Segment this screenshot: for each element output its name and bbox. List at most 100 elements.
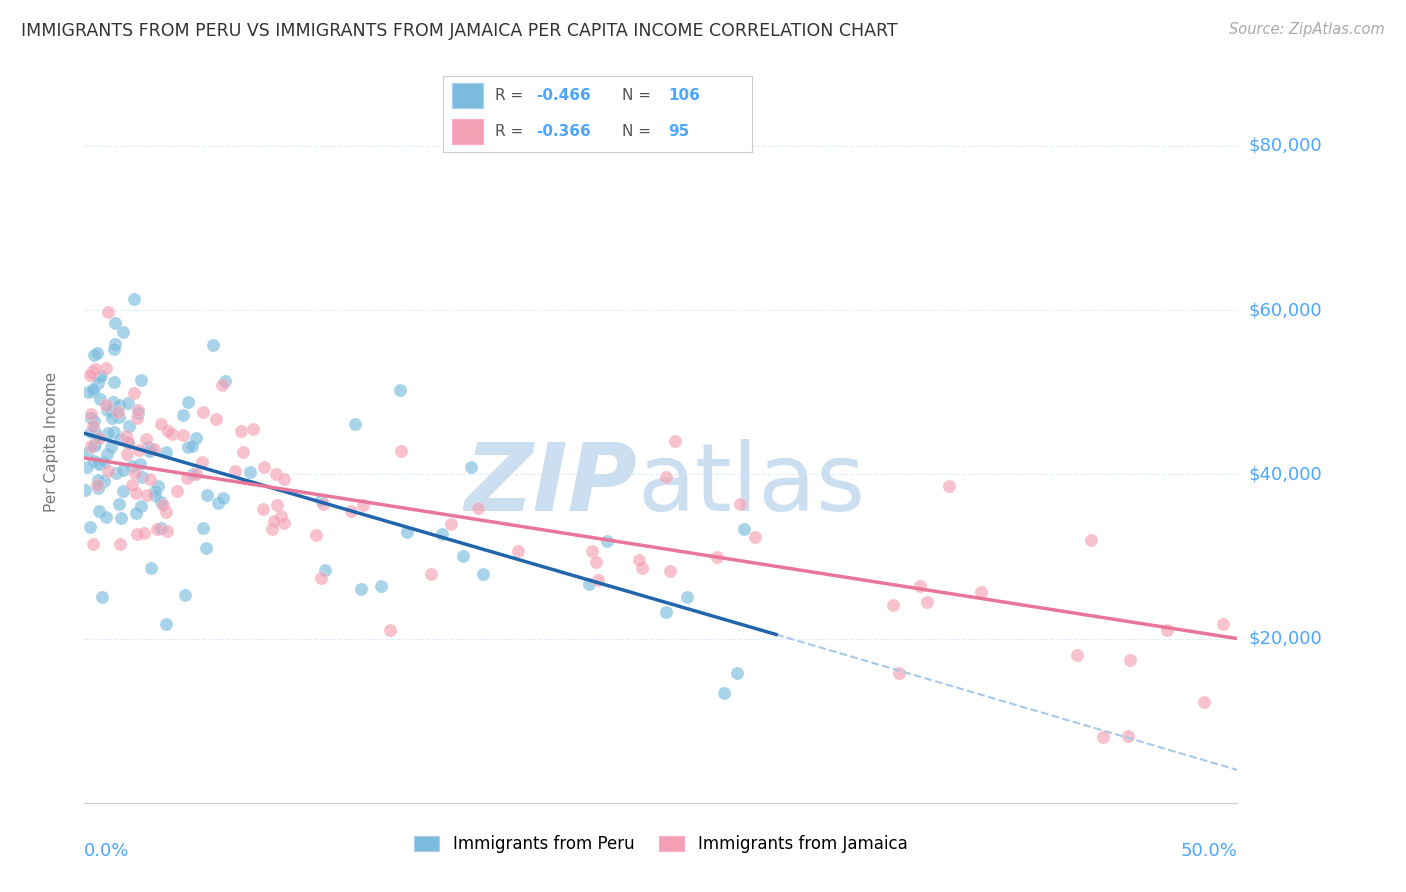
Point [262, 523, 284, 537]
Point [117, 435, 139, 450]
Point [578, 577, 600, 591]
Point [86, 428, 108, 442]
Text: 50.0%: 50.0% [1181, 842, 1237, 860]
Point [108, 398, 131, 412]
Point [596, 533, 619, 548]
Point [86, 376, 108, 391]
Point [152, 498, 174, 512]
Point [191, 521, 214, 535]
Point [101, 411, 124, 425]
Point [93, 474, 115, 488]
Point [270, 509, 292, 524]
Point [136, 441, 159, 455]
Point [108, 537, 131, 551]
Point [160, 426, 183, 441]
Point [156, 524, 179, 538]
Point [195, 541, 218, 556]
Point [80, 411, 103, 425]
Point [460, 460, 482, 475]
Text: atlas: atlas [638, 439, 866, 531]
Point [94, 509, 117, 524]
Point [1066, 648, 1088, 662]
Point [104, 337, 127, 351]
Point [79, 520, 101, 534]
Point [83, 348, 105, 362]
Point [146, 479, 169, 493]
Point [312, 497, 335, 511]
Point [89, 369, 111, 384]
Point [184, 467, 207, 481]
Point [97, 425, 120, 440]
Point [266, 499, 288, 513]
Point [581, 544, 603, 558]
Text: ZIP: ZIP [465, 439, 638, 531]
Point [432, 527, 454, 541]
Point [655, 605, 678, 619]
Point [100, 441, 122, 455]
Text: $20,000: $20,000 [1249, 630, 1322, 648]
Point [211, 377, 233, 392]
Point [1119, 653, 1142, 667]
Point [195, 487, 218, 501]
Point [655, 470, 678, 484]
Point [112, 325, 135, 339]
Point [205, 412, 228, 426]
Point [82, 418, 104, 433]
Point [273, 516, 295, 530]
FancyBboxPatch shape [453, 119, 484, 144]
Point [659, 564, 682, 578]
Point [121, 458, 143, 473]
Point [396, 525, 419, 540]
Point [631, 561, 654, 575]
Point [744, 530, 766, 544]
Point [173, 427, 195, 442]
Point [117, 435, 139, 450]
Point [107, 404, 129, 418]
Point [728, 496, 751, 510]
Point [706, 549, 728, 564]
Point [124, 466, 146, 480]
Point [114, 429, 136, 443]
Point [252, 460, 274, 475]
Point [471, 567, 494, 582]
Point [172, 408, 194, 422]
Point [108, 409, 131, 424]
Point [314, 563, 336, 577]
Point [86, 478, 108, 492]
Point [87, 481, 110, 495]
FancyBboxPatch shape [453, 83, 484, 109]
Point [127, 403, 149, 417]
Point [103, 342, 125, 356]
Point [150, 495, 173, 509]
Text: Source: ZipAtlas.com: Source: ZipAtlas.com [1229, 22, 1385, 37]
Point [76, 460, 98, 475]
Point [309, 572, 332, 586]
Point [508, 544, 530, 558]
Point [97, 464, 120, 478]
Point [127, 526, 149, 541]
Point [585, 555, 607, 569]
Point [82, 384, 104, 398]
Point [129, 499, 152, 513]
Point [143, 488, 166, 502]
Point [80, 439, 103, 453]
Point [627, 553, 650, 567]
Point [108, 433, 131, 447]
Text: $80,000: $80,000 [1249, 137, 1322, 155]
Point [105, 467, 128, 481]
Point [229, 424, 252, 438]
Text: $40,000: $40,000 [1249, 466, 1322, 483]
Point [103, 425, 125, 440]
Point [76, 384, 98, 399]
Point [391, 444, 413, 458]
Text: 106: 106 [669, 88, 700, 103]
Point [305, 528, 328, 542]
Point [232, 445, 254, 459]
Point [181, 439, 204, 453]
Point [176, 471, 198, 485]
Point [76, 445, 98, 459]
Point [83, 453, 105, 467]
Text: $60,000: $60,000 [1249, 301, 1322, 319]
Point [451, 549, 474, 563]
Point [104, 316, 127, 330]
